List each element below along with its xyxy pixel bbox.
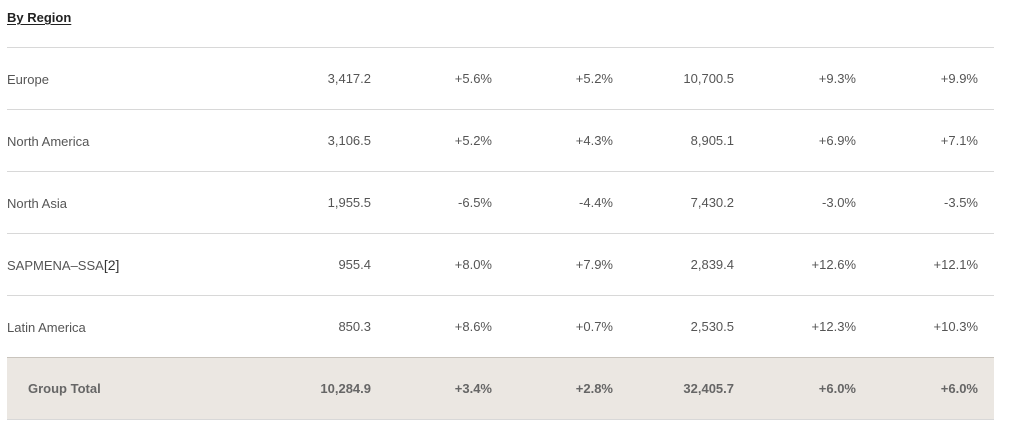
table-row: Latin America 850.3 +8.6% +0.7% 2,530.5 … xyxy=(7,295,994,358)
region-name: North Asia xyxy=(7,171,139,234)
group-total-row: Group Total 10,284.9 +3.4% +2.8% 32,405.… xyxy=(7,357,994,420)
group-total-label: Group Total xyxy=(7,357,139,420)
table-row: SAPMENA–SSA[2] 955.4 +8.0% +7.9% 2,839.4… xyxy=(7,233,994,296)
table-cell: +12.6% xyxy=(734,233,856,296)
table-cell: +12.3% xyxy=(734,295,856,358)
table-cell: +3.4% xyxy=(371,357,492,420)
table-cell: +6.0% xyxy=(856,357,978,420)
table-cell: +6.0% xyxy=(734,357,856,420)
table-cell: 1,955.5 xyxy=(139,171,371,234)
table-cell: +5.2% xyxy=(371,109,492,172)
table-cell: 7,430.2 xyxy=(613,171,734,234)
region-name: Europe xyxy=(7,47,139,110)
table-cell: 10,284.9 xyxy=(139,357,371,420)
table-cell: +10.3% xyxy=(856,295,978,358)
table-cell: 955.4 xyxy=(139,233,371,296)
table-cell: +12.1% xyxy=(856,233,978,296)
table-cell: +5.2% xyxy=(492,47,613,110)
region-name: Latin America xyxy=(7,295,139,358)
table-cell: +9.9% xyxy=(856,47,978,110)
table-cell: 2,839.4 xyxy=(613,233,734,296)
table-cell: 8,905.1 xyxy=(613,109,734,172)
table-spacer xyxy=(978,357,994,420)
table-cell: +8.0% xyxy=(371,233,492,296)
table-row: North Asia 1,955.5 -6.5% -4.4% 7,430.2 -… xyxy=(7,171,994,234)
table-cell: -4.4% xyxy=(492,171,613,234)
table-cell: +5.6% xyxy=(371,47,492,110)
section-title-by-region[interactable]: By Region xyxy=(7,10,72,25)
footnote-link[interactable]: [2] xyxy=(103,256,120,273)
table-cell: -3.0% xyxy=(734,171,856,234)
table-cell: 10,700.5 xyxy=(613,47,734,110)
region-name: SAPMENA–SSA[2] xyxy=(7,233,139,296)
region-name: North America xyxy=(7,109,139,172)
table-spacer xyxy=(978,109,994,172)
region-table: Europe 3,417.2 +5.6% +5.2% 10,700.5 +9.3… xyxy=(7,47,994,420)
table-cell: -6.5% xyxy=(371,171,492,234)
table-cell: 32,405.7 xyxy=(613,357,734,420)
table-cell: +8.6% xyxy=(371,295,492,358)
table-cell: 2,530.5 xyxy=(613,295,734,358)
table-spacer xyxy=(978,47,994,110)
table-cell: 850.3 xyxy=(139,295,371,358)
table-cell: +2.8% xyxy=(492,357,613,420)
table-cell: +9.3% xyxy=(734,47,856,110)
table-cell: +4.3% xyxy=(492,109,613,172)
table-cell: +7.9% xyxy=(492,233,613,296)
table-spacer xyxy=(978,171,994,234)
table-row: North America 3,106.5 +5.2% +4.3% 8,905.… xyxy=(7,109,994,172)
table-spacer xyxy=(978,233,994,296)
table-cell: 3,106.5 xyxy=(139,109,371,172)
table-cell: +6.9% xyxy=(734,109,856,172)
table-row: Europe 3,417.2 +5.6% +5.2% 10,700.5 +9.3… xyxy=(7,47,994,110)
table-cell: 3,417.2 xyxy=(139,47,371,110)
table-spacer xyxy=(978,295,994,358)
table-cell: -3.5% xyxy=(856,171,978,234)
table-cell: +0.7% xyxy=(492,295,613,358)
table-cell: +7.1% xyxy=(856,109,978,172)
